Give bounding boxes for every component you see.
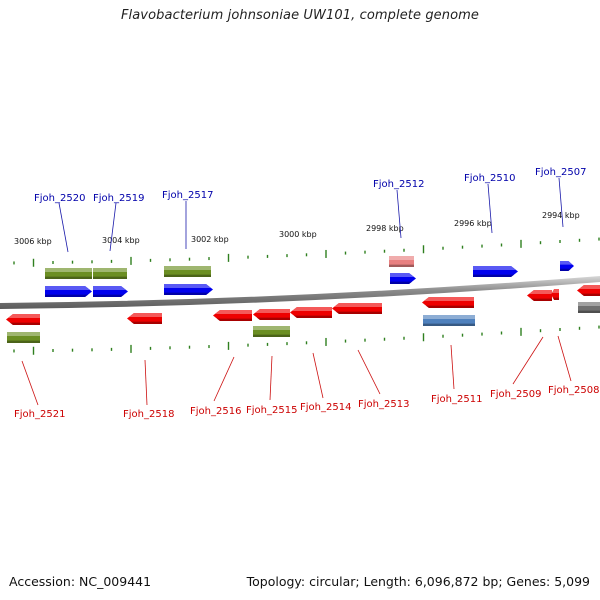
gene-arrow-fjoh-2519[interactable]	[93, 286, 128, 297]
forward-strand-genes	[45, 256, 574, 297]
gene-arrow-fjoh-2513[interactable]	[332, 303, 382, 314]
rna-bar-lower-1[interactable]	[7, 332, 40, 343]
tick-row-forward	[13, 237, 600, 267]
reverse-gene-labels: Fjoh_2521 Fjoh_2518 Fjoh_2516 Fjoh_2515 …	[14, 335, 599, 420]
gene-arrow-fjoh-2508[interactable]	[577, 285, 600, 296]
gene-label-fjoh-2521[interactable]: Fjoh_2521	[14, 409, 65, 420]
rna-bar-upper-2[interactable]	[93, 268, 127, 279]
kbp-label: 3000 kbp	[279, 230, 317, 239]
gene-label-fjoh-2512[interactable]: Fjoh_2512	[373, 179, 424, 190]
rna-bar-upper-3[interactable]	[164, 266, 211, 277]
pseudo-gene-bar[interactable]	[389, 256, 414, 267]
kbp-label: 3006 kbp	[14, 237, 52, 246]
kbp-label: 3004 kbp	[102, 236, 140, 245]
gene-label-fjoh-2507[interactable]: Fjoh_2507	[535, 167, 586, 178]
gene-arrow-fjoh-2516[interactable]	[213, 310, 252, 321]
gene-arrow-fjoh-2510[interactable]	[473, 266, 518, 277]
gene-arrow-fjoh-2509[interactable]	[527, 290, 552, 301]
kbp-label: 2998 kbp	[366, 224, 404, 233]
kbp-label: 2994 kbp	[542, 211, 580, 220]
gene-label-fjoh-2519[interactable]: Fjoh_2519	[93, 193, 144, 204]
genome-backbone	[0, 276, 600, 309]
gene-label-fjoh-2508[interactable]: Fjoh_2508	[548, 385, 599, 396]
genome-title: Flavobacterium johnsoniae UW101, complet…	[120, 8, 480, 23]
genome-summary-text: Topology: circular; Length: 6,096,872 bp…	[246, 574, 590, 589]
reverse-strand-genes	[6, 285, 600, 343]
gene-arrow-fjoh-2518[interactable]	[127, 313, 162, 324]
gene-label-fjoh-2510[interactable]: Fjoh_2510	[464, 173, 515, 184]
kbp-label: 2996 kbp	[454, 219, 492, 228]
gene-arrow-fjoh-2512[interactable]	[390, 273, 416, 284]
kbp-label: 3002 kbp	[191, 235, 229, 244]
forward-gene-labels: Fjoh_2520 Fjoh_2519 Fjoh_2517 Fjoh_2512 …	[34, 167, 586, 253]
accession-text: Accession: NC_009441	[9, 574, 152, 589]
gene-label-fjoh-2511[interactable]: Fjoh_2511	[431, 394, 482, 405]
gene-label-fjoh-2515[interactable]: Fjoh_2515	[246, 405, 297, 416]
gene-arrow-fjoh-2521[interactable]	[6, 314, 41, 325]
gene-label-fjoh-2513[interactable]: Fjoh_2513	[358, 399, 409, 410]
gene-label-fjoh-2518[interactable]: Fjoh_2518	[123, 409, 174, 420]
gene-label-fjoh-2516[interactable]: Fjoh_2516	[190, 406, 241, 417]
other-gene-bar[interactable]	[423, 315, 475, 326]
tick-row-reverse	[13, 325, 600, 355]
rna-bar-upper-1[interactable]	[45, 268, 92, 279]
gene-arrow-fjoh-2517[interactable]	[164, 284, 213, 295]
gene-arrow-fjoh-2507[interactable]	[560, 261, 574, 271]
gene-arrow-fjoh-2514[interactable]	[290, 307, 332, 318]
gene-label-fjoh-2517[interactable]: Fjoh_2517	[162, 190, 213, 201]
gene-arrow-fjoh-2515[interactable]	[253, 309, 290, 320]
kbp-markers: 3006 kbp 3004 kbp 3002 kbp 3000 kbp 2998 kbp…	[14, 211, 580, 246]
gene-label-fjoh-2514[interactable]: Fjoh_2514	[300, 402, 351, 413]
gene-arrow-fjoh-2520[interactable]	[45, 286, 92, 297]
gene-label-fjoh-2520[interactable]: Fjoh_2520	[34, 193, 85, 204]
unknown-gene-bar[interactable]	[578, 302, 600, 313]
gene-label-fjoh-2509[interactable]: Fjoh_2509	[490, 389, 541, 400]
rna-bar-lower-2[interactable]	[253, 326, 290, 337]
gene-arrow-fjoh-2509b[interactable]	[551, 289, 559, 300]
gene-arrow-fjoh-2511[interactable]	[422, 297, 474, 308]
